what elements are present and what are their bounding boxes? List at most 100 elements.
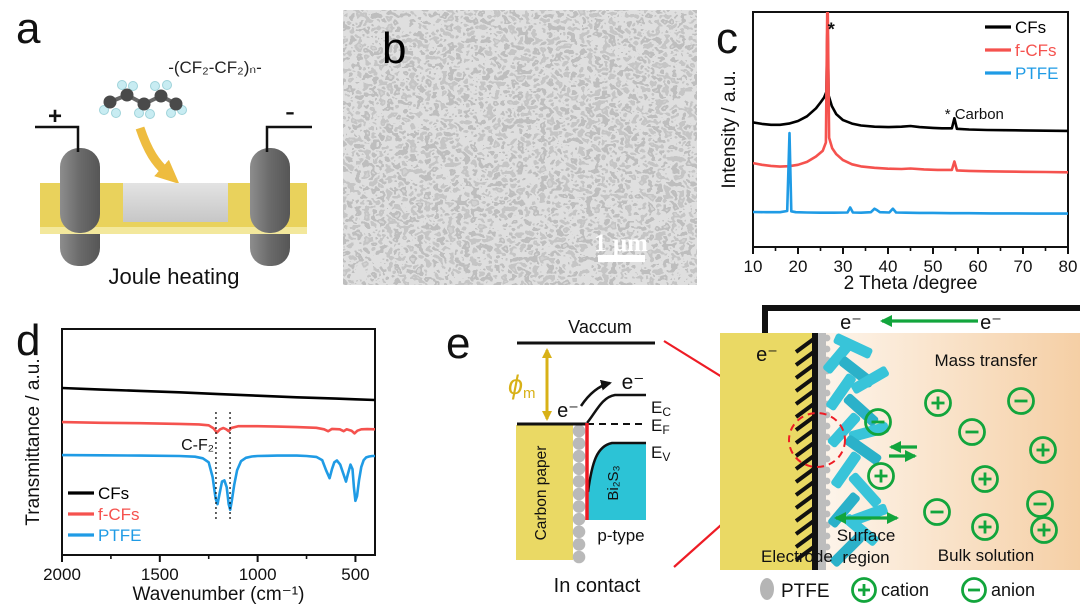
cation-symbol bbox=[1030, 516, 1058, 544]
ion-circle bbox=[961, 577, 987, 603]
cation-legend-label: cation bbox=[881, 580, 929, 600]
hatch-stroke bbox=[794, 505, 817, 523]
x-tick-label: 50 bbox=[924, 257, 943, 276]
panel-label-b: b bbox=[382, 24, 406, 73]
x-tick-label: 1000 bbox=[239, 565, 277, 584]
ptfe-particle bbox=[572, 462, 586, 476]
ptfe-particle-column bbox=[572, 424, 586, 564]
ptfe-particle bbox=[572, 449, 586, 463]
ptfe-molecule bbox=[99, 80, 187, 119]
electron-label-metal: e⁻ bbox=[557, 400, 579, 422]
ptfe-bump bbox=[823, 378, 831, 386]
x-tick-label: 70 bbox=[1014, 257, 1033, 276]
panel-e: e Vaccum ϕm Carbon paper e⁻ e⁻ Bi₂S₃ bbox=[440, 300, 1080, 607]
hatch-stroke bbox=[794, 427, 817, 445]
electron-transfer-arrow bbox=[579, 379, 612, 407]
x-tick-label: 2000 bbox=[43, 565, 81, 584]
band-diagram: Vaccum ϕm Carbon paper e⁻ e⁻ Bi₂S₃ ECEFE… bbox=[508, 317, 671, 597]
ion-circle bbox=[864, 408, 892, 436]
plus-terminal-label: + bbox=[48, 103, 62, 130]
energy-level-label-F: EF bbox=[651, 416, 670, 437]
substrate-tape-edge bbox=[40, 227, 307, 234]
legend-label-PTFE: PTFE bbox=[98, 526, 141, 545]
bi2s3-flake bbox=[844, 435, 882, 465]
fluorine-atom bbox=[166, 108, 176, 118]
ptfe-bump bbox=[823, 466, 831, 474]
carbon-paper-block bbox=[516, 425, 573, 560]
cation-symbol bbox=[971, 465, 999, 493]
ftir-series bbox=[62, 386, 375, 512]
in-contact-caption: In contact bbox=[554, 575, 641, 597]
ptfe-bump bbox=[823, 477, 831, 485]
bi2s3-flake bbox=[843, 393, 879, 427]
scale-bar-label: 1 μm bbox=[594, 230, 648, 257]
bulk-solution-label: Bulk solution bbox=[938, 546, 1034, 565]
fluorine-atom bbox=[150, 81, 160, 91]
ptfe-bump bbox=[823, 532, 831, 540]
ptfe-particle bbox=[572, 525, 586, 539]
ptfe-bump bbox=[823, 499, 831, 507]
ftir-curve-CFs bbox=[62, 386, 375, 402]
hatch-stroke bbox=[794, 440, 817, 458]
surface-region-label-2: region bbox=[842, 548, 889, 567]
cell-schematic: e⁻ e⁻ e⁻ Mass transfer Surface region Bu… bbox=[720, 305, 1080, 570]
ftir-chart: d 2000 1500 1000 500 Wavenumber (cm⁻¹) Transm… bbox=[16, 316, 376, 605]
cation-symbol bbox=[867, 462, 895, 490]
ion-circle bbox=[1029, 436, 1057, 464]
annotation-1: * Carbon bbox=[945, 106, 1004, 123]
ptfe-particle bbox=[572, 512, 586, 526]
hatch-stroke bbox=[794, 453, 817, 471]
ptfe-layer-bumps bbox=[823, 334, 831, 562]
fluorine-atom bbox=[128, 81, 138, 91]
legend-label-f-CFs: f-CFs bbox=[98, 505, 140, 524]
ftir-xlabel: Wavenumber (cm⁻¹) bbox=[133, 584, 305, 605]
ptfe-bump bbox=[823, 488, 831, 496]
bi2s3-flake bbox=[833, 333, 873, 359]
carbon-paper-label: Carbon paper bbox=[533, 446, 550, 541]
ptfe-particle bbox=[572, 487, 586, 501]
ptfe-particle bbox=[572, 437, 586, 450]
ptfe-bump bbox=[823, 334, 831, 342]
xrd-ylabel: Intensity / a.u. bbox=[719, 70, 740, 188]
panel-a-caption: Joule heating bbox=[109, 264, 240, 289]
ion-legend-icons bbox=[851, 577, 987, 603]
wire-negative bbox=[265, 125, 312, 152]
x-tick-label: 80 bbox=[1059, 257, 1078, 276]
ptfe-bump bbox=[823, 389, 831, 397]
ptfe-particle bbox=[572, 550, 586, 564]
ion-circle bbox=[923, 498, 951, 526]
ptfe-bump bbox=[823, 433, 831, 441]
ptfe-legend-icon bbox=[760, 578, 774, 600]
external-wire bbox=[762, 305, 1080, 333]
ion-circle bbox=[924, 389, 952, 417]
fluorine-atom bbox=[117, 80, 127, 90]
bi2s3-flake bbox=[826, 373, 856, 411]
hatch-stroke bbox=[794, 479, 817, 497]
bi2s3-flake bbox=[851, 366, 889, 394]
interface-schematic: e Vaccum ϕm Carbon paper e⁻ e⁻ Bi₂S₃ bbox=[446, 305, 1080, 603]
hatch-stroke bbox=[794, 544, 817, 562]
valence-band-line bbox=[586, 441, 646, 493]
xrd-plot-area: 10 20 30 40 50 60 70 80 2 Theta /degree Intensity… bbox=[719, 11, 1078, 294]
ion-circle bbox=[867, 462, 895, 490]
ion-circle bbox=[971, 513, 999, 541]
xrd-series bbox=[753, 12, 1068, 215]
bi2s3-flake bbox=[848, 472, 882, 508]
roller-top-left bbox=[60, 148, 100, 233]
ptfe-bump bbox=[823, 510, 831, 518]
anion-symbol bbox=[1007, 387, 1035, 415]
xrd-curve-CFs bbox=[753, 17, 1068, 133]
ftir-frame bbox=[61, 328, 376, 556]
fluorine-atom bbox=[162, 80, 172, 90]
legend-label-f-CFs: f-CFs bbox=[1015, 41, 1057, 60]
roller-top-right bbox=[250, 148, 290, 233]
panel-a: a -(CF₂-CF₂)ₙ- + - Joule heating bbox=[0, 0, 340, 300]
anion-symbol bbox=[864, 408, 892, 436]
ptfe-bump bbox=[823, 554, 831, 562]
energy-level-label-C: EC bbox=[651, 398, 671, 419]
xrd-chart: c 10 20 30 40 50 60 70 80 2 Theta /degree Intensi… bbox=[716, 11, 1078, 294]
legend-label-CFs: CFs bbox=[98, 484, 129, 503]
ftir-plot-area: 2000 1500 1000 500 Wavenumber (cm⁻¹) Transmit… bbox=[23, 328, 376, 605]
energy-level-label-V: EV bbox=[651, 443, 670, 464]
electrode-surface-line bbox=[812, 333, 818, 570]
